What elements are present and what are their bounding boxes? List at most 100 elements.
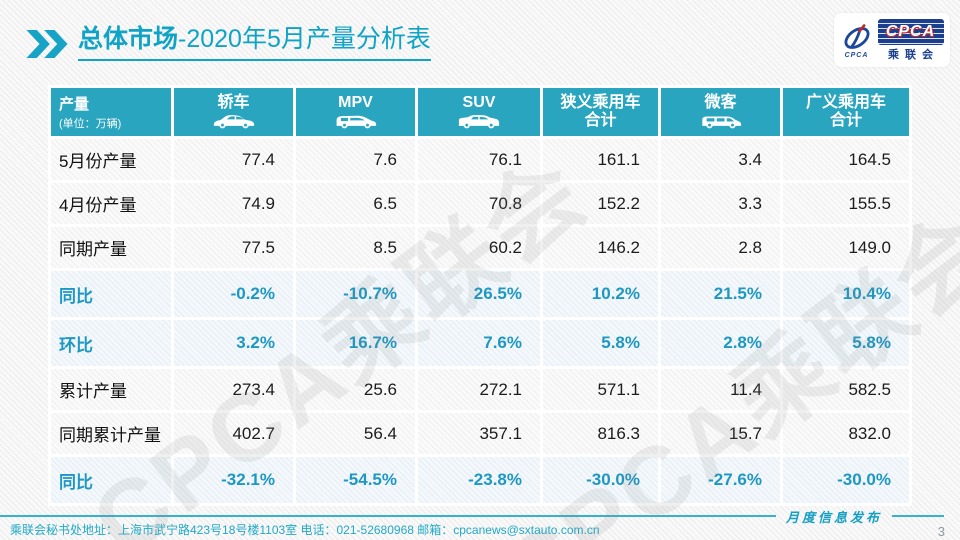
row-label-cell: 同期累计产量 [51,413,171,454]
table-row: 4月份产量 74.9 6.5 70.8 152.2 3.3 155.5 [51,183,909,224]
column-label: 微客 [704,93,737,111]
column-header-sedan: 轿车 [174,88,293,136]
value-cell: -30.0% [543,457,658,503]
value-cell: -0.2% [174,271,293,317]
column-label: SUV [462,93,496,111]
value-cell: 26.5% [418,271,540,317]
value-cell: -54.5% [296,457,415,503]
column-label-line2: 合计 [584,112,617,129]
corner-title: 产量 [59,96,90,113]
value-cell: 357.1 [418,413,540,454]
table-row: 5月份产量 77.4 7.6 76.1 161.1 3.4 164.5 [51,139,909,180]
page-title-bold: 总体市场 [78,25,179,53]
title-bar: 总体市场-2020年5月产量分析表 [26,24,431,62]
cpca-emblem-icon [844,23,869,49]
row-label-cell: 5月份产量 [51,139,171,180]
table-row: 同比 -32.1% -54.5% -23.8% -30.0% -27.6% -3… [51,457,909,503]
column-label: 狭义乘用车 [560,93,641,111]
footer-address: 乘联会秘书处地址：上海市武宁路423号18号楼1103室 电话：021-5268… [10,523,600,537]
cpca-logo: CPCA CPCA 乘联会 [834,13,950,67]
suv-icon [458,115,500,129]
cpca-badge: CPCA [877,18,944,45]
value-cell: 77.5 [174,227,293,268]
footer-rule-line [892,515,944,517]
value-cell: -10.7% [296,271,415,317]
value-cell: 6.5 [296,183,415,224]
value-cell: 56.4 [296,413,415,454]
cpca-emblem: CPCA [841,22,873,59]
table-row: 同比 -0.2% -10.7% 26.5% 10.2% 21.5% 10.4% [51,271,909,317]
value-cell: 16.7% [296,320,415,366]
production-table: 产量 (单位：万辆) 轿车 MPV [48,85,912,506]
page-title: 总体市场-2020年5月产量分析表 [78,24,431,62]
value-cell: 60.2 [418,227,540,268]
value-cell: 832.0 [783,413,909,454]
value-cell: 272.1 [418,369,540,410]
column-label-line2: 合计 [829,112,862,129]
row-label-cell: 同比 [51,271,171,317]
column-header-mpv: MPV [296,88,415,136]
column-label: MPV [338,93,373,111]
row-label-cell: 环比 [51,320,171,366]
value-cell: 3.3 [661,183,780,224]
value-cell: 155.5 [783,183,909,224]
table-row: 同期产量 77.5 8.5 60.2 146.2 2.8 149.0 [51,227,909,268]
value-cell: -32.1% [174,457,293,503]
value-cell: -27.6% [661,457,780,503]
value-cell: 149.0 [783,227,909,268]
value-cell: 21.5% [661,271,780,317]
footer-rule: 月度信息发布 [0,508,960,526]
value-cell: 7.6 [296,139,415,180]
column-header-broad-pv-total: 广义乘用车 合计 [783,88,909,136]
value-cell: 25.6 [296,369,415,410]
value-cell: 10.4% [783,271,909,317]
row-label-cell: 累计产量 [51,369,171,410]
value-cell: 164.5 [783,139,909,180]
page-title-rest: -2020年5月产量分析表 [178,25,431,53]
column-header-suv: SUV [418,88,540,136]
value-cell: 70.8 [418,183,540,224]
value-cell: 402.7 [174,413,293,454]
value-cell: 2.8% [661,320,780,366]
value-cell: 15.7 [661,413,780,454]
value-cell: 10.2% [543,271,658,317]
column-header-microvan: 微客 [661,88,780,136]
value-cell: 146.2 [543,227,658,268]
value-cell: 2.8 [661,227,780,268]
table-header-row: 产量 (单位：万辆) 轿车 MPV [51,88,909,136]
column-label: 轿车 [217,93,250,111]
table-corner-header: 产量 (单位：万辆) [51,88,171,136]
corner-unit: (单位：万辆) [59,118,122,130]
value-cell: 3.2% [174,320,293,366]
page-number: 3 [937,524,945,539]
cpca-chinese-name: 乘联会 [888,48,939,61]
value-cell: 5.8% [783,320,909,366]
value-cell: -30.0% [783,457,909,503]
value-cell: 816.3 [543,413,658,454]
sedan-icon [213,115,254,129]
cpca-emblem-caption: CPCA [844,51,869,59]
value-cell: 3.4 [661,139,780,180]
value-cell: 8.5 [296,227,415,268]
value-cell: 74.9 [174,183,293,224]
column-label: 广义乘用车 [805,93,886,111]
value-cell: 273.4 [174,369,293,410]
value-cell: 152.2 [543,183,658,224]
row-label-cell: 同期产量 [51,227,171,268]
footer-rule-line [0,515,776,517]
cpca-badge-text: CPCA [885,22,936,40]
value-cell: 582.5 [783,369,909,410]
value-cell: 76.1 [418,139,540,180]
value-cell: 7.6% [418,320,540,366]
microvan-icon [701,116,741,129]
value-cell: 571.1 [543,369,658,410]
value-cell: 5.8% [543,320,658,366]
table-row: 同期累计产量 402.7 56.4 357.1 816.3 15.7 832.0 [51,413,909,454]
double-chevron-icon [26,29,68,58]
table-row: 累计产量 273.4 25.6 272.1 571.1 11.4 582.5 [51,369,909,410]
value-cell: -23.8% [418,457,540,503]
row-label-cell: 4月份产量 [51,183,171,224]
row-label-cell: 同比 [51,457,171,503]
release-label: 月度信息发布 [785,510,882,526]
